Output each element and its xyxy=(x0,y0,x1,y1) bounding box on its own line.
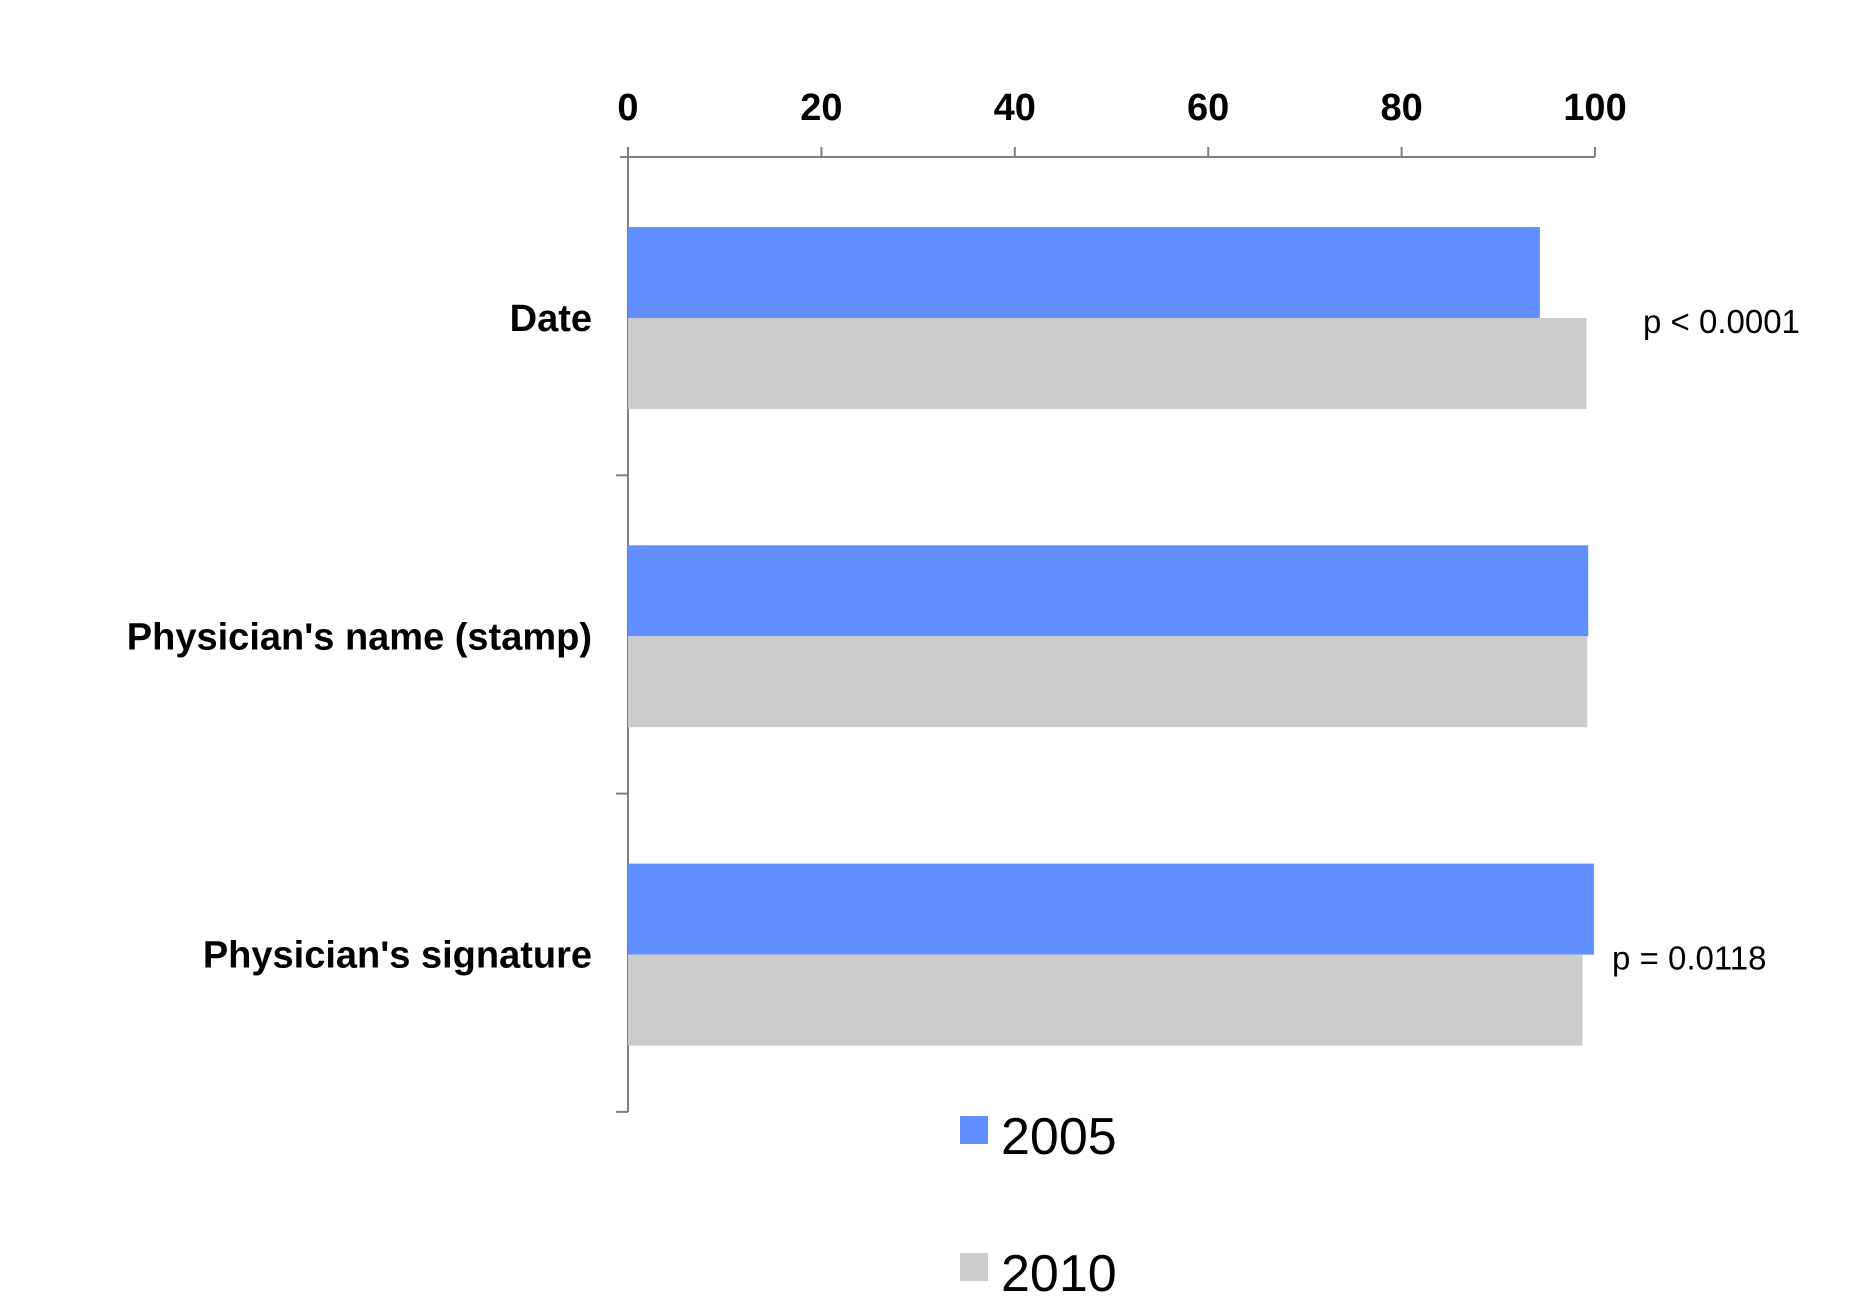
p-value-annotation: p = 0.0118 xyxy=(1612,940,1766,977)
legend: 2005 2010 xyxy=(960,1108,1117,1303)
bar-2005-0 xyxy=(628,227,1540,318)
bar-2005-1 xyxy=(628,545,1589,637)
legend-label-2005: 2005 xyxy=(1001,1108,1117,1166)
legend-label-2010: 2010 xyxy=(1001,1245,1117,1303)
x-tick-label: 80 xyxy=(1380,87,1422,129)
p-value-annotation: p < 0.0001 xyxy=(1643,303,1800,340)
annotation-layer: p < 0.0001 p = 0.0118 xyxy=(1612,303,1800,977)
x-tick-label: 0 xyxy=(617,87,638,129)
x-tick-label: 60 xyxy=(1187,87,1229,129)
legend-swatch-2010 xyxy=(960,1253,988,1281)
category-label: Physician's signature xyxy=(203,935,592,977)
legend-swatch-2005 xyxy=(960,1116,988,1144)
bar-2010-2 xyxy=(628,954,1583,1046)
bar-2010-0 xyxy=(628,318,1587,409)
bars-layer xyxy=(628,227,1595,1046)
x-tick-label: 40 xyxy=(994,87,1036,129)
bar-2010-1 xyxy=(628,636,1588,728)
category-label: Date xyxy=(510,298,592,340)
x-tick-label: 100 xyxy=(1563,87,1626,129)
category-label: Physician's name (stamp) xyxy=(127,616,592,658)
bar-2005-2 xyxy=(628,863,1595,955)
x-tick-label: 20 xyxy=(800,87,842,129)
labels-layer: Date Physician's name (stamp) Physician's … xyxy=(127,298,592,977)
